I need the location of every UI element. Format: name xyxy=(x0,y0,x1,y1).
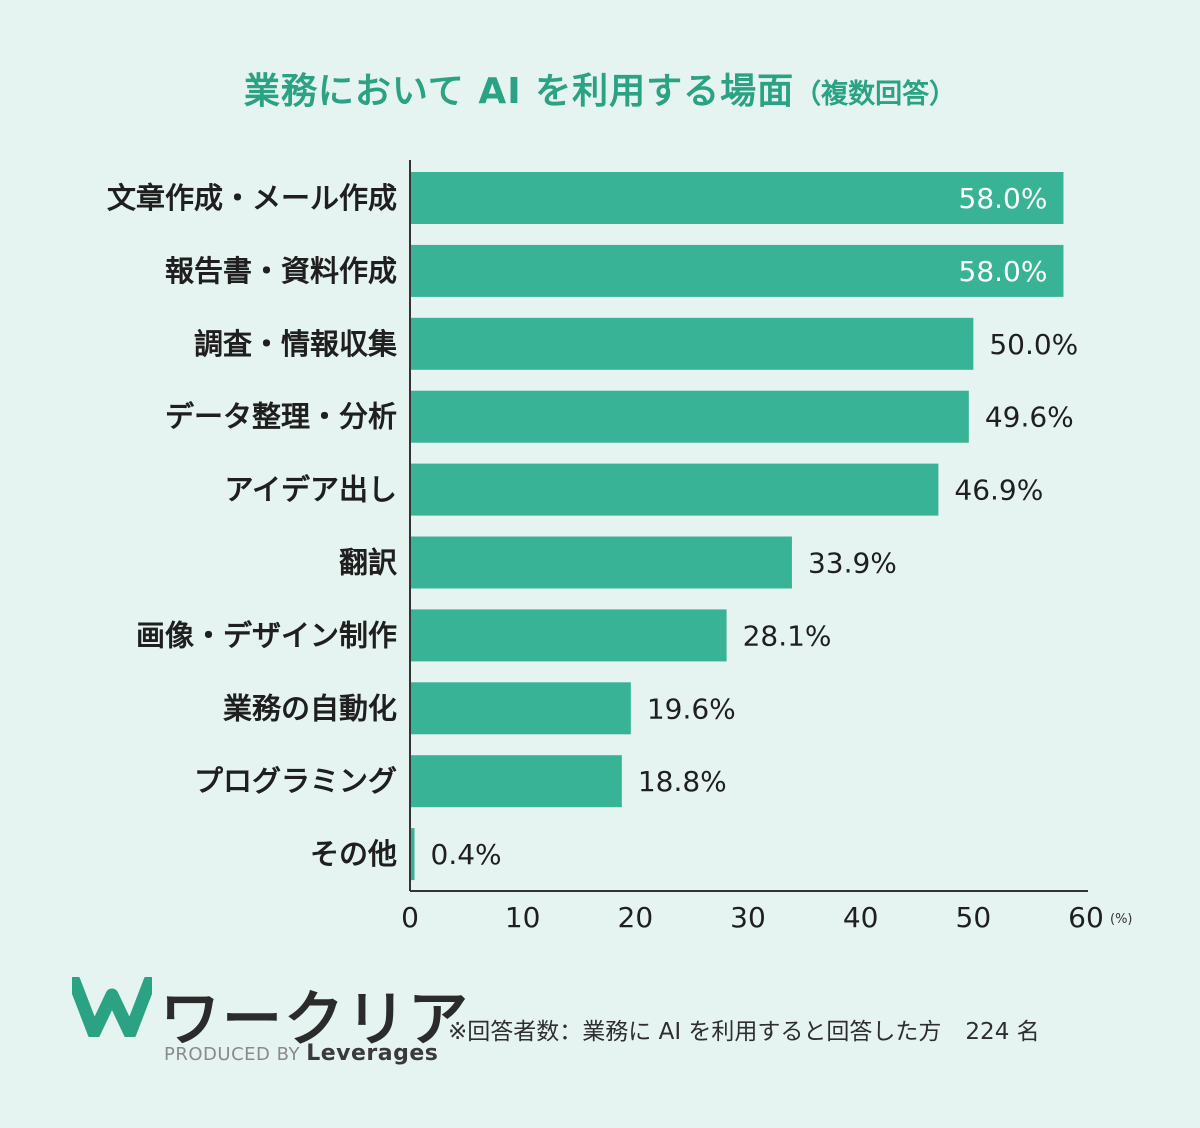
bar xyxy=(410,317,974,370)
bar xyxy=(410,828,415,881)
x-tick-label: 40 xyxy=(843,901,879,934)
bar xyxy=(410,609,727,662)
x-tick-label: 10 xyxy=(505,901,541,934)
brand-logo: ワークリア PRODUCED BY Leverages xyxy=(72,975,468,1075)
bar xyxy=(410,755,622,808)
bar xyxy=(410,172,1064,224)
footnote: ※回答者数：業務に AI を利用すると回答した方 224 名 xyxy=(448,1012,1040,1046)
data-label: 33.9% xyxy=(808,547,897,580)
chart-title: 業務において AI を利用する場面（複数回答） xyxy=(0,62,1200,114)
category-label: 業務の自動化 xyxy=(223,691,397,725)
w-logo-icon xyxy=(72,977,152,1037)
produced-by-line: PRODUCED BY Leverages xyxy=(164,1041,438,1066)
bar xyxy=(410,244,1064,297)
data-label: 58.0% xyxy=(959,182,1048,215)
footnote-text: ※回答者数：業務に AI を利用すると回答した方 xyxy=(448,1019,942,1045)
category-label: 文章作成・メール作成 xyxy=(107,181,397,215)
x-tick-label: 30 xyxy=(730,901,766,934)
produced-by-label: PRODUCED BY xyxy=(164,1044,300,1065)
x-tick-label: 0 xyxy=(401,901,419,934)
category-label: 調査・情報収集 xyxy=(194,327,398,361)
data-label: 50.0% xyxy=(989,328,1078,361)
data-label: 18.8% xyxy=(638,765,727,798)
bar xyxy=(410,536,792,589)
category-label: データ整理・分析 xyxy=(165,400,397,434)
chart-subtitle: （複数回答） xyxy=(794,79,957,110)
bar xyxy=(410,682,631,735)
data-label: 49.6% xyxy=(985,401,1074,434)
data-label: 46.9% xyxy=(954,474,1043,507)
bar xyxy=(410,463,939,516)
category-label: アイデア出し xyxy=(224,473,397,507)
category-label: その他 xyxy=(310,837,397,871)
category-label: プログラミング xyxy=(194,764,397,798)
respondent-count: 224 名 xyxy=(965,1019,1040,1045)
bar xyxy=(410,390,969,443)
x-tick-label: 60 xyxy=(1068,901,1104,934)
data-label: 28.1% xyxy=(743,619,832,652)
data-label: 58.0% xyxy=(959,255,1048,288)
category-label: 画像・デザイン制作 xyxy=(136,618,397,652)
x-axis-unit: (%) xyxy=(1110,912,1133,927)
category-label: 翻訳 xyxy=(339,546,398,580)
logo-wordmark: ワークリア xyxy=(160,985,470,1055)
x-tick-label: 20 xyxy=(618,901,654,934)
chart-title-main: 業務において AI を利用する場面 xyxy=(243,71,795,112)
bar-chart: 文章作成・メール作成 58.0% 報告書・資料作成 58.0% 調査・情報収集 50.0%… xyxy=(107,160,1133,934)
data-label: 0.4% xyxy=(431,838,502,871)
brand-name: Leverages xyxy=(306,1041,439,1066)
data-label: 19.6% xyxy=(647,692,736,725)
x-tick-label: 50 xyxy=(956,901,992,934)
category-label: 報告書・資料作成 xyxy=(165,254,397,288)
